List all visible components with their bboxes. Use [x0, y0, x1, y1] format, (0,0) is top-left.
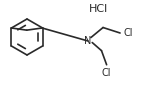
- Text: N: N: [84, 36, 92, 46]
- Text: Cl: Cl: [123, 28, 132, 38]
- Text: HCl: HCl: [89, 4, 108, 14]
- Text: Cl: Cl: [102, 68, 111, 78]
